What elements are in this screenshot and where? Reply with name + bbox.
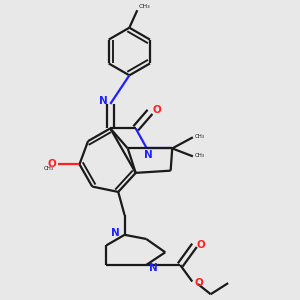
Text: CH₃: CH₃ — [194, 153, 205, 158]
Text: N: N — [111, 228, 120, 238]
Text: CH₃: CH₃ — [194, 134, 205, 139]
Text: CH₃: CH₃ — [139, 4, 151, 9]
Text: CH₃: CH₃ — [44, 166, 54, 171]
Text: O: O — [194, 278, 203, 288]
Text: O: O — [47, 159, 56, 169]
Text: N: N — [149, 262, 158, 272]
Text: O: O — [196, 240, 205, 250]
Text: O: O — [153, 105, 161, 115]
Text: N: N — [99, 96, 108, 106]
Text: N: N — [144, 150, 153, 161]
